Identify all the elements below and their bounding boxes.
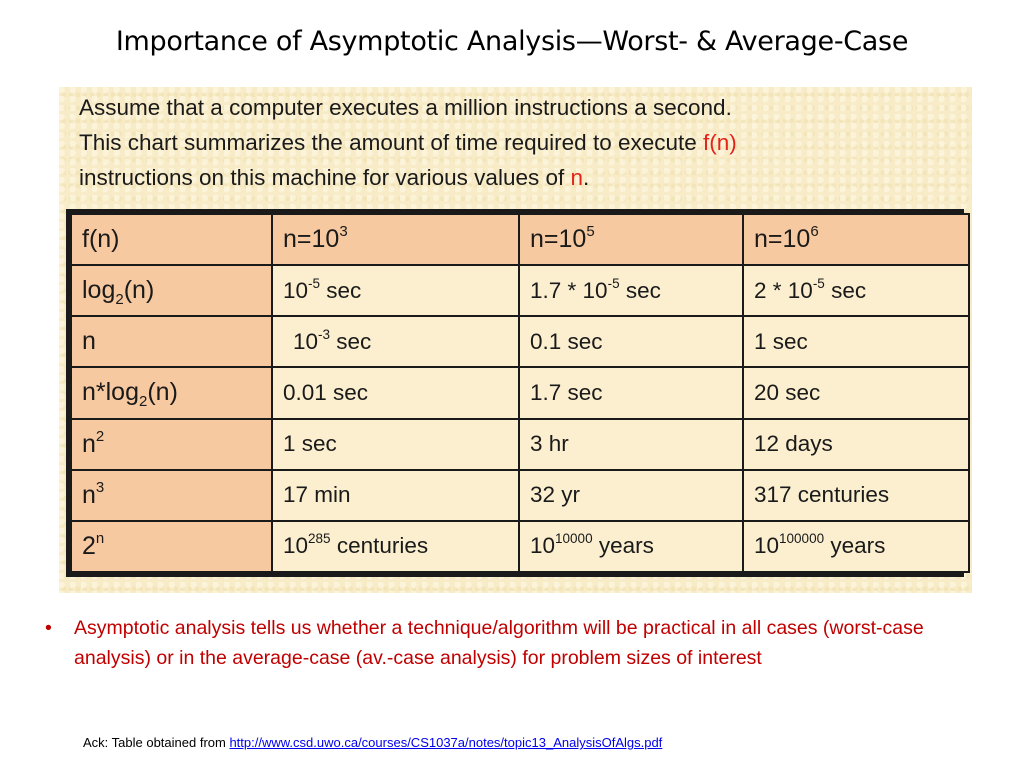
intro-line-2-text: This chart summarizes the amount of time…	[79, 130, 704, 155]
table-cell: 10285 centuries	[271, 519, 520, 574]
table-row: 2n 10285 centuries 1010000 years 1010000…	[70, 519, 970, 574]
fn-n-cubed: n3	[70, 468, 273, 522]
intro-line-1: Assume that a computer executes a millio…	[79, 95, 732, 120]
table-cell: 10-3 sec	[271, 315, 520, 369]
intro-line-3: instructions on this machine for various…	[79, 160, 959, 195]
intro-text: Assume that a computer executes a millio…	[79, 90, 959, 195]
intro-fn-term: f(n)	[703, 130, 737, 155]
table-cell: 0.1 sec	[518, 315, 744, 369]
table-row: n*log2(n) 0.01 sec 1.7 sec 20 sec	[70, 366, 970, 420]
table-row: n2 1 sec 3 hr 12 days	[70, 417, 970, 471]
table-cell: 10-5 sec	[271, 264, 520, 318]
fn-n: n	[70, 315, 273, 369]
fn-n-squared: n2	[70, 417, 273, 471]
intro-period: .	[583, 165, 590, 190]
table-image-panel: Assume that a computer executes a millio…	[59, 87, 972, 593]
table-row: log2(n) 10-5 sec 1.7 * 10-5 sec 2 * 10-5…	[70, 264, 970, 318]
table-cell: 1.7 * 10-5 sec	[518, 264, 744, 318]
table-cell: 12 days	[742, 417, 970, 471]
table-cell: 3 hr	[518, 417, 744, 471]
table-cell: 1.7 sec	[518, 366, 744, 420]
ack-label: Ack: Table obtained from	[83, 735, 230, 750]
fn-nlog2n: n*log2(n)	[70, 366, 273, 420]
header-fn: f(n)	[70, 212, 273, 267]
fn-2-to-n: 2n	[70, 519, 273, 574]
table-cell: 1 sec	[742, 315, 970, 369]
table-row: n3 17 min 32 yr 317 centuries	[70, 468, 970, 522]
table-cell: 1 sec	[271, 417, 520, 471]
table-cell: 317 centuries	[742, 468, 970, 522]
table-cell: 2 * 10-5 sec	[742, 264, 970, 318]
acknowledgement: Ack: Table obtained from http://www.csd.…	[83, 735, 662, 750]
table-cell: 10100000 years	[742, 519, 970, 574]
table-cell: 1010000 years	[518, 519, 744, 574]
complexity-table: f(n) n=103 n=105 n=106 log2(n) 10-5 sec …	[66, 209, 970, 577]
slide-title: Importance of Asymptotic Analysis—Worst-…	[115, 26, 909, 57]
intro-line-2: This chart summarizes the amount of time…	[79, 125, 959, 160]
table-cell: 32 yr	[518, 468, 744, 522]
intro-line-3-text: instructions on this machine for various…	[79, 165, 571, 190]
bullet-text: Asymptotic analysis tells us whether a t…	[74, 617, 924, 669]
table-cell: 20 sec	[742, 366, 970, 420]
table-cell: 17 min	[271, 468, 520, 522]
table-row: n 10-3 sec 0.1 sec 1 sec	[70, 315, 970, 369]
intro-n-term: n	[570, 165, 583, 190]
fn-log2n: log2(n)	[70, 264, 273, 318]
header-n-1e5: n=105	[518, 212, 744, 267]
header-n-1e6: n=106	[742, 212, 970, 267]
header-n-1e3: n=103	[271, 212, 520, 267]
ack-source-link[interactable]: http://www.csd.uwo.ca/courses/CS1037a/no…	[229, 735, 663, 750]
table-cell: 0.01 sec	[271, 366, 520, 420]
table-header-row: f(n) n=103 n=105 n=106	[70, 212, 970, 267]
bullet-marker: •	[45, 617, 52, 639]
